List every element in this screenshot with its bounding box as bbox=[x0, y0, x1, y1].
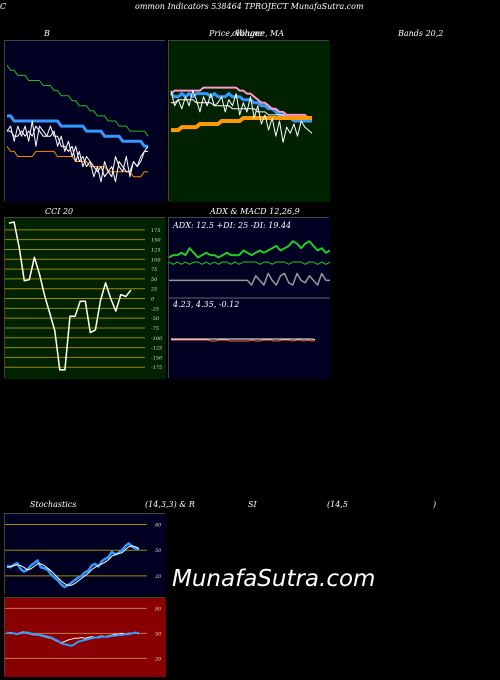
panel-background bbox=[5, 514, 166, 595]
cci-tick-label: 25 bbox=[150, 287, 157, 293]
minus-di-line bbox=[169, 261, 330, 265]
cci-tick-label: -150 bbox=[151, 355, 163, 361]
bollinger-panel bbox=[4, 40, 166, 202]
adx-values: ADX: 12.5 +DI: 25 -DI: 19.44 bbox=[173, 221, 292, 230]
price-line-b bbox=[6, 120, 148, 183]
plus-di-line bbox=[169, 240, 330, 259]
cci-tick-label: 0 bbox=[151, 297, 155, 303]
cci-tick-label: 125 bbox=[151, 247, 161, 253]
cci-line bbox=[8, 221, 132, 371]
cci-tick-label: 100 bbox=[151, 257, 161, 263]
cci-title: CCI 20 bbox=[45, 207, 74, 216]
stoch-tick-label: 50 bbox=[155, 548, 162, 554]
rsi-tick-label: 20 bbox=[154, 656, 162, 662]
cci-tick-label: -50 bbox=[151, 316, 160, 322]
cci-tick-label: -25 bbox=[151, 306, 159, 312]
upper-band-line bbox=[6, 65, 149, 137]
watermark: MunafaSutra.com bbox=[172, 566, 376, 592]
adx-macd-title: ADX & MACD 12,26,9 bbox=[210, 207, 300, 216]
stochastics-title: Stochastics bbox=[30, 500, 77, 509]
stochastics-panel: 80 50 20 bbox=[4, 513, 166, 595]
stochastics-chart: 80 50 20 bbox=[5, 514, 166, 595]
cci-tick-label: 75 bbox=[151, 267, 157, 273]
cci-tick-label: -75 bbox=[151, 326, 159, 332]
macd-values: 4.23, 4.35, -0.12 bbox=[173, 300, 240, 309]
lower-band-line bbox=[6, 146, 148, 178]
header-main: ommon Indicators 538464 TPROJECT MunafaS… bbox=[135, 2, 364, 11]
price-ma-overlap-title: ollinger bbox=[232, 29, 264, 38]
rsi-tick-label: 50 bbox=[155, 631, 162, 637]
price-ma-panel bbox=[168, 40, 330, 202]
adx-line bbox=[169, 272, 330, 286]
stochastics-params: (14,3,3) & R bbox=[145, 500, 195, 509]
price-ma-chart bbox=[169, 41, 330, 202]
stoch-tick-label: 20 bbox=[154, 574, 162, 580]
cci-tick-label: 175 bbox=[151, 228, 161, 234]
ma-orange-line bbox=[171, 116, 312, 133]
cci-tick-label: -125 bbox=[151, 346, 162, 352]
rsi-line bbox=[6, 631, 140, 647]
cci-tick-label: 50 bbox=[151, 277, 158, 283]
cci-chart: 175 150 125 100 75 50 25 0 -25 -50 -75 -100 -125 -150… bbox=[5, 218, 166, 379]
panel-background bbox=[5, 598, 166, 677]
price-line bbox=[170, 90, 313, 143]
bollinger-title: B bbox=[44, 29, 50, 38]
rsi-title: SI bbox=[248, 500, 257, 509]
rsi-params: (14,5 bbox=[327, 500, 348, 509]
ma-medium-line bbox=[170, 86, 312, 119]
bands-title: Bands 20,2 bbox=[398, 29, 444, 38]
cci-tick-label: 150 bbox=[151, 238, 161, 244]
rsi-close: ) bbox=[433, 500, 437, 509]
macd-signal-line bbox=[171, 338, 316, 340]
cci-tick-label: -175 bbox=[151, 365, 162, 371]
stoch-tick-label: 80 bbox=[155, 523, 162, 529]
adx-macd-chart bbox=[169, 218, 330, 379]
bollinger-chart bbox=[5, 41, 166, 202]
cci-panel: 175 150 125 100 75 50 25 0 -25 -50 -75 -100 -125 -150… bbox=[4, 217, 166, 379]
rsi-panel: 80 50 20 bbox=[4, 597, 166, 677]
price-ma-title: Price, Volume, MA bbox=[209, 29, 285, 38]
header-left: C bbox=[0, 2, 7, 11]
rsi-tick-label: 80 bbox=[155, 606, 162, 612]
rsi-chart: 80 50 20 bbox=[5, 598, 166, 677]
adx-macd-panel: ADX: 12.5 +DI: 25 -DI: 19.44 4.23, 4.35,… bbox=[168, 217, 330, 379]
cci-tick-label: -100 bbox=[151, 336, 163, 342]
macd-histogram-line bbox=[171, 339, 316, 342]
stoch-d-line bbox=[6, 545, 140, 586]
middle-band-line bbox=[7, 114, 148, 148]
